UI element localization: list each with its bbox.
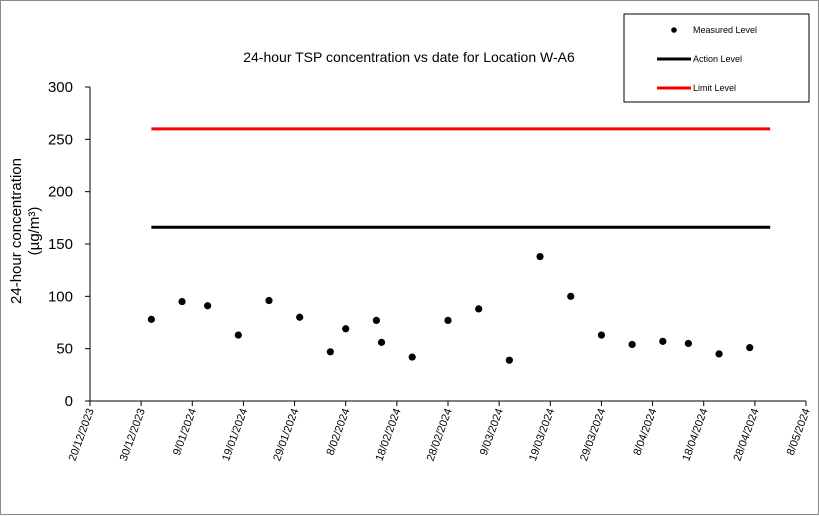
y-tick-label: 50	[56, 341, 73, 358]
x-tick-label: 18/04/2024	[680, 407, 710, 463]
y-tick-label: 100	[48, 288, 73, 305]
legend: Measured Level Action Level Limit Level	[623, 13, 810, 103]
measured-level-point	[475, 305, 483, 313]
measured-level-point	[372, 316, 380, 325]
x-tick-label: 18/02/2024	[374, 407, 404, 463]
measured-level-point	[296, 313, 304, 321]
measured-level-point	[147, 315, 155, 323]
measured-level-point	[377, 338, 386, 346]
x-tick-label: 28/02/2024	[425, 407, 455, 463]
measured-level-point	[204, 302, 212, 310]
measured-level-point	[536, 252, 544, 261]
measured-level-point	[444, 316, 452, 325]
x-tick-label: 20/12/2023	[67, 407, 97, 463]
y-tick-label: 300	[48, 79, 73, 96]
measured-level-point	[597, 331, 606, 339]
measured-level-point	[505, 356, 513, 364]
y-tick-label: 0	[65, 393, 73, 410]
chart-title: 24-hour TSP concentration vs date for Lo…	[243, 49, 575, 65]
measured-level-point	[342, 325, 350, 333]
measured-level-point	[659, 337, 667, 345]
y-tick-label: 250	[48, 131, 73, 148]
measured-level-point	[684, 339, 692, 348]
x-tick-label: 8/04/2024	[631, 407, 659, 457]
measured-level-point	[408, 353, 416, 361]
measured-level-point	[234, 331, 242, 339]
x-tick-label: 29/01/2024	[271, 407, 301, 463]
x-tick-label: 28/04/2024	[732, 407, 762, 463]
measured-level-point	[326, 348, 334, 356]
x-tick-label: 8/05/2024	[785, 407, 813, 457]
legend-label-limit-level: Limit Level	[693, 83, 736, 93]
y-tick-label: 200	[48, 184, 73, 201]
legend-label-action-level: Action Level	[693, 54, 742, 64]
plot-area: 0 50 100 150 200 250 300 20/12/2023 30/12/2023 9/…	[48, 79, 813, 463]
measured-level-point	[178, 297, 186, 306]
x-tick-label: 30/12/2023	[118, 407, 148, 463]
y-axis-label-line-1: 24-hour concentration	[8, 158, 25, 304]
x-tick-label: 19/01/2024	[220, 407, 250, 463]
x-tick-label: 9/01/2024	[171, 407, 199, 457]
x-tick-label: 29/03/2024	[578, 407, 608, 463]
x-tick-label: 8/02/2024	[325, 407, 353, 457]
legend-marker-measured-level	[671, 27, 677, 33]
measured-level-point	[628, 340, 636, 349]
x-tick-label: 19/03/2024	[527, 407, 557, 463]
x-tick-label: 9/03/2024	[478, 407, 506, 457]
y-tick-label: 150	[48, 236, 73, 253]
legend-box	[623, 13, 810, 103]
legend-label-measured-level: Measured Level	[693, 25, 757, 35]
y-axis-label: 24-hour concentration (µg/m³)	[8, 158, 43, 304]
measured-level-point	[715, 350, 723, 358]
y-axis-label-line-2: (µg/m³)	[26, 207, 43, 256]
measured-level-point	[265, 296, 273, 305]
measured-level-point	[567, 292, 575, 300]
measured-level-point	[746, 344, 754, 352]
